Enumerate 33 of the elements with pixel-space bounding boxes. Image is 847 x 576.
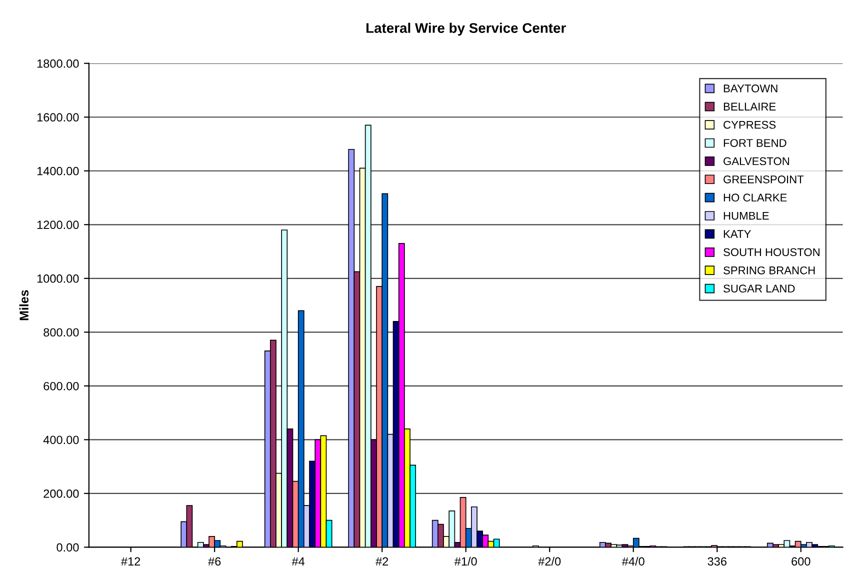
legend-label: SUGAR LAND (724, 284, 795, 293)
legend-label: KATY (724, 230, 751, 238)
legend-label: BAYTOWN (724, 84, 778, 92)
y-axis-title: Miles (19, 290, 29, 320)
x-tick-label: #4/0 (622, 556, 644, 566)
x-tick-label: #12 (121, 557, 140, 566)
x-tick-label: #2 (376, 557, 388, 566)
y-tick-label: 800.00 (44, 328, 79, 337)
y-tick-label: 1200.00 (37, 220, 79, 230)
legend-label: GALVESTON (724, 157, 790, 166)
x-tick-label: #4 (292, 557, 305, 566)
y-tick-label: 1800.00 (37, 59, 79, 68)
x-tick-label: #1/0 (454, 556, 477, 566)
legend-label: CYPRESS (724, 120, 776, 129)
y-tick-label: 1000.00 (37, 274, 79, 283)
y-tick-label: 600.00 (44, 382, 79, 390)
legend-label: GREENSPOINT (724, 175, 804, 184)
y-tick-label: 200.00 (44, 489, 79, 498)
y-tick-label: 1600.00 (37, 113, 79, 122)
legend-label: BELLAIRE (724, 102, 776, 110)
legend-label: FORT BEND (724, 139, 786, 147)
legend-label: SPRING BRANCH (724, 266, 815, 274)
x-tick-label: 600 (792, 557, 810, 566)
legend-label: SOUTH HOUSTON (724, 248, 820, 256)
y-tick-label: 0.00 (56, 543, 79, 552)
y-tick-label: 400.00 (43, 436, 79, 444)
chart-title: Lateral Wire by Service Center (366, 22, 566, 36)
legend-label: HO CLARKE (724, 194, 787, 202)
y-tick-label: 1400.00 (37, 166, 79, 176)
x-tick-label: #6 (208, 557, 221, 566)
legend-label: HUMBLE (724, 212, 769, 220)
x-tick-label: 336 (708, 557, 726, 566)
x-tick-label: #2/0 (538, 556, 561, 566)
